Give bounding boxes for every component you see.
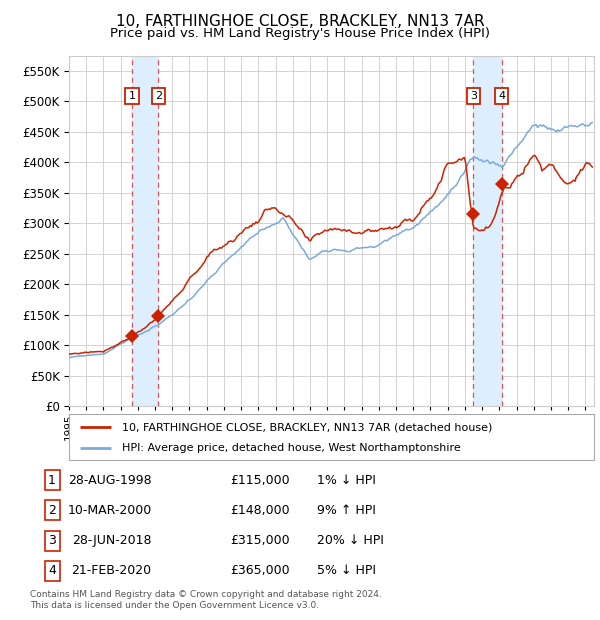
Text: 2: 2: [48, 504, 56, 517]
Text: 10, FARTHINGHOE CLOSE, BRACKLEY, NN13 7AR: 10, FARTHINGHOE CLOSE, BRACKLEY, NN13 7A…: [116, 14, 484, 29]
Text: 1: 1: [128, 91, 136, 101]
Text: 4: 4: [498, 91, 505, 101]
Text: 28-AUG-1998: 28-AUG-1998: [68, 474, 151, 487]
Text: Contains HM Land Registry data © Crown copyright and database right 2024.
This d: Contains HM Land Registry data © Crown c…: [30, 590, 382, 609]
Text: £115,000: £115,000: [230, 474, 289, 487]
Text: 10-MAR-2000: 10-MAR-2000: [67, 504, 151, 517]
Text: £315,000: £315,000: [230, 534, 289, 547]
Text: 5% ↓ HPI: 5% ↓ HPI: [317, 564, 376, 577]
Text: 20% ↓ HPI: 20% ↓ HPI: [317, 534, 384, 547]
Text: 9% ↑ HPI: 9% ↑ HPI: [317, 504, 376, 517]
Bar: [132, 56, 158, 406]
Text: £365,000: £365,000: [230, 564, 289, 577]
Text: 28-JUN-2018: 28-JUN-2018: [72, 534, 151, 547]
Text: Price paid vs. HM Land Registry's House Price Index (HPI): Price paid vs. HM Land Registry's House …: [110, 27, 490, 40]
Text: 1: 1: [48, 474, 56, 487]
Text: 4: 4: [48, 564, 56, 577]
Text: 3: 3: [470, 91, 477, 101]
Text: 3: 3: [48, 534, 56, 547]
Text: 21-FEB-2020: 21-FEB-2020: [71, 564, 151, 577]
Text: HPI: Average price, detached house, West Northamptonshire: HPI: Average price, detached house, West…: [121, 443, 460, 453]
Text: 10, FARTHINGHOE CLOSE, BRACKLEY, NN13 7AR (detached house): 10, FARTHINGHOE CLOSE, BRACKLEY, NN13 7A…: [121, 422, 492, 433]
Bar: [473, 56, 502, 406]
Text: £148,000: £148,000: [230, 504, 289, 517]
Text: 2: 2: [155, 91, 162, 101]
Text: 1% ↓ HPI: 1% ↓ HPI: [317, 474, 376, 487]
